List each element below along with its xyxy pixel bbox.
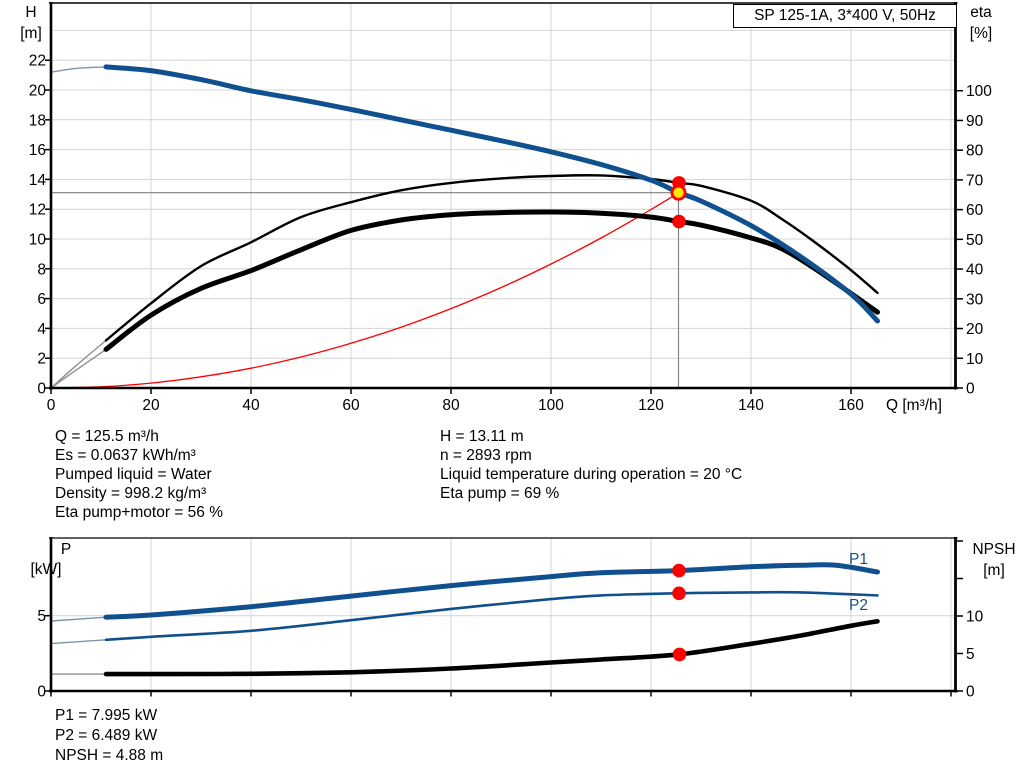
svg-text:10: 10 [29,232,47,249]
svg-text:60: 60 [342,397,360,414]
svg-text:22: 22 [29,53,46,70]
power-annotations: P1 = 7.995 kW P2 = 6.489 kW NPSH = 4.88 … [55,706,163,766]
p1-curve [103,562,880,620]
svg-text:5: 5 [37,608,46,625]
annotation-flow: Q = 125.5 m³/h [55,428,159,445]
svg-text:6: 6 [37,291,46,308]
svg-text:120: 120 [638,397,664,414]
svg-text:2: 2 [37,351,46,368]
p2-curve-label: P2 [849,597,868,614]
svg-text:0: 0 [47,397,56,414]
annotation-density: Density = 998.2 kg/m³ [55,485,207,502]
npsh-curve [103,619,880,677]
head-duty-point-dot[interactable] [670,184,687,201]
svg-text:30: 30 [966,291,984,308]
svg-text:10: 10 [966,609,984,626]
eta-pump-motor-duty-dot[interactable] [672,214,686,229]
npsh-axis-unit: [m] [983,562,1005,579]
svg-text:0: 0 [37,684,46,701]
npsh-axis-title: NPSH [m] [964,539,1024,581]
svg-text:40: 40 [242,397,260,414]
eta-pump-curve-min-flow [50,339,107,389]
svg-text:50: 50 [966,232,984,249]
eta-pump-motor-curve-min-flow [50,348,107,389]
svg-text:5: 5 [966,646,975,663]
npsh-duty-dot[interactable] [672,647,687,662]
svg-text:20: 20 [29,83,47,100]
chart-title-box: SP 125-1A, 3*400 V, 50Hz [733,4,957,28]
svg-text:160: 160 [838,397,864,414]
top-chart-duty-markers [670,176,687,229]
svg-text:10: 10 [966,351,984,368]
annotation-npsh: NPSH = 4.88 m [55,747,164,764]
svg-text:0: 0 [37,381,46,398]
eta-pump-motor-curve [103,209,880,352]
svg-text:16: 16 [29,142,46,159]
svg-text:0: 0 [966,381,975,398]
svg-text:60: 60 [966,202,984,219]
annotation-eta-pump: Eta pump = 69 % [440,485,560,502]
svg-text:20: 20 [966,321,984,338]
bottom-chart-curves [50,562,880,677]
svg-text:0: 0 [966,684,975,701]
bottom-chart-axes: 0 5 0 5 10 [37,537,984,701]
svg-text:14: 14 [29,172,47,189]
bottom-chart-grid [51,538,955,691]
duty-point-annotations-left: Q = 125.5 m³/h Es = 0.0637 kWh/m³ Pumped… [55,427,223,522]
svg-text:70: 70 [966,172,984,189]
h-axis-title: H [25,4,37,21]
eta-axis-title: eta [970,4,992,21]
annotation-head: H = 13.11 m [440,428,524,445]
eta-axis-unit: [%] [969,25,993,42]
annotation-eta-pump-motor: Eta pump+motor = 56 % [55,504,224,521]
p-axis-title: P [60,541,72,558]
p2-curve [104,590,879,642]
top-chart-axes: 0 20 40 60 80 100 120 140 1600246810121416182022… [29,2,992,414]
svg-text:20: 20 [142,397,160,414]
annotation-p2: P2 = 6.489 kW [55,727,158,744]
p2-curve-min-flow [50,639,107,645]
top-chart-curves [50,64,880,389]
head-curve [103,64,880,324]
q-axis-title: Q [m³/h] [886,397,942,414]
annotation-specific-energy: Es = 0.0637 kWh/m³ [55,447,196,464]
annotation-pumped-liquid: Pumped liquid = Water [55,466,212,483]
svg-text:8: 8 [37,261,46,278]
svg-text:18: 18 [29,112,46,129]
p1-duty-dot[interactable] [672,563,686,578]
p1-curve-min-flow [50,616,107,622]
svg-text:80: 80 [442,397,460,414]
top-right-axis-title: eta [%] [963,2,999,44]
npsh-axis-title-text: NPSH [972,541,1016,558]
duty-point-annotations-right: H = 13.11 m n = 2893 rpm Liquid temperat… [440,427,742,503]
svg-text:140: 140 [738,397,764,414]
svg-text:40: 40 [966,262,984,279]
p2-duty-dot[interactable] [672,586,686,601]
annotation-speed: n = 2893 rpm [440,447,532,464]
svg-text:4: 4 [37,321,46,338]
svg-text:80: 80 [966,143,984,160]
annotation-liquid-temperature: Liquid temperature during operation = 20… [440,466,743,483]
p-axis-unit: [kW] [30,561,62,578]
eta-pump-curve [104,174,879,342]
system-curve-curve [50,192,679,389]
h-axis-unit: [m] [20,25,42,42]
head-curve-min-flow [50,66,107,73]
svg-text:100: 100 [538,397,564,414]
bottom-chart-duty-markers [672,563,687,662]
top-left-axis-title: H [m] [16,2,46,44]
annotation-p1: P1 = 7.995 kW [55,707,158,724]
top-chart-grid [51,3,955,388]
svg-text:90: 90 [966,113,984,130]
p1-curve-label: P1 [849,551,868,568]
svg-text:12: 12 [29,202,46,219]
svg-text:100: 100 [966,83,992,100]
